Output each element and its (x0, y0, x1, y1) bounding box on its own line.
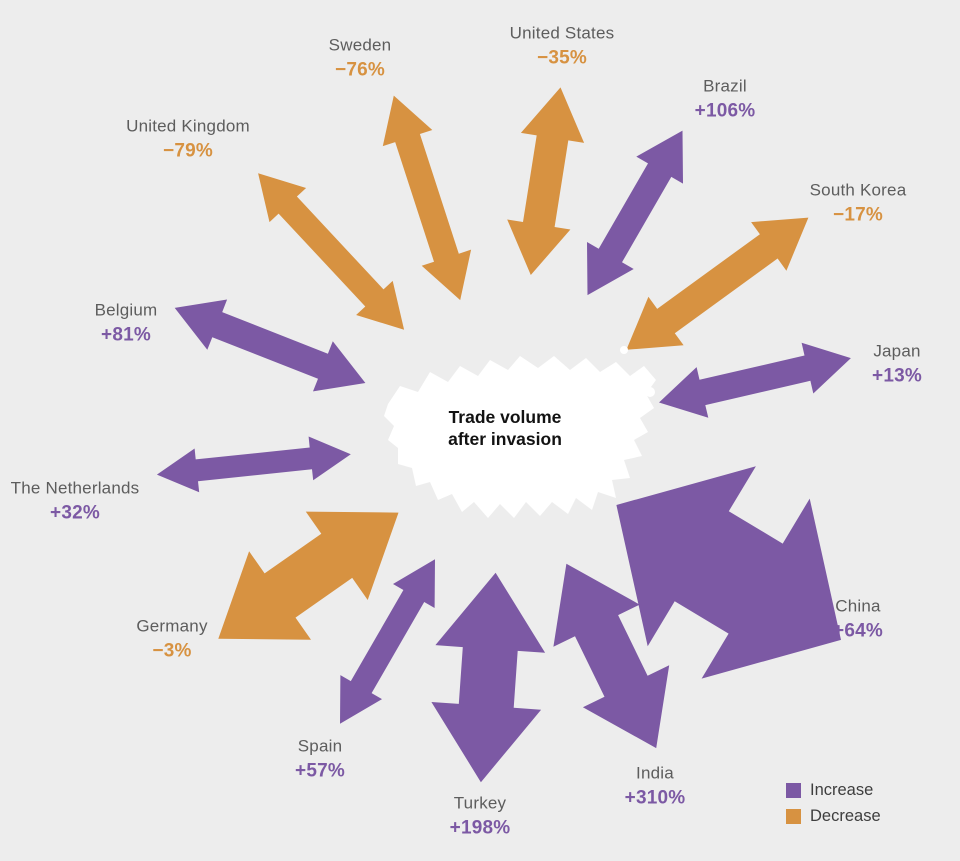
trade-arrow-south-korea (626, 217, 809, 350)
country-change-value: +57% (295, 759, 345, 781)
trade-arrow-japan (659, 342, 851, 418)
island-fragment (620, 346, 628, 354)
country-label-united-kingdom: United Kingdom −79% (126, 116, 250, 161)
legend-increase: Increase (786, 781, 881, 800)
country-label-united-states: United States −35% (510, 23, 615, 68)
country-name: South Korea (809, 180, 907, 200)
center-title: Trade volume after invasion (448, 407, 562, 451)
country-change-value: +310% (624, 786, 686, 808)
country-name: Germany (136, 616, 208, 636)
increase-swatch (786, 783, 801, 798)
country-change-value: −3% (152, 639, 192, 661)
country-label-turkey: Turkey +198% (450, 793, 511, 838)
trade-arrow-germany (218, 511, 399, 640)
decrease-swatch (786, 809, 801, 824)
country-change-value: +198% (449, 816, 511, 838)
legend: Increase Decrease (786, 781, 881, 833)
center-title-line1: Trade volume (448, 407, 562, 428)
trade-arrow-united-states (507, 87, 585, 276)
country-name: India (636, 763, 674, 783)
trade-arrow-brazil (587, 130, 683, 296)
russia-map-shape (384, 356, 656, 518)
trade-arrow-india (553, 563, 670, 749)
country-change-value: +13% (872, 364, 922, 386)
russia-map-silhouette (384, 346, 656, 518)
center-title-line2: after invasion (448, 429, 562, 449)
country-change-value: +81% (101, 323, 151, 345)
country-name: United States (509, 23, 615, 43)
trade-arrow-belgium (174, 299, 366, 392)
legend-increase-label: Increase (810, 781, 874, 799)
country-label-belgium: Belgium +81% (95, 300, 158, 345)
country-change-value: +106% (694, 99, 756, 121)
country-change-value: −17% (833, 203, 883, 225)
country-label-south-korea: South Korea −17% (810, 180, 907, 225)
country-name: Japan (873, 341, 921, 361)
island-fragment (645, 387, 655, 397)
country-change-value: +64% (833, 619, 883, 641)
trade-arrow-spain (340, 559, 435, 724)
country-label-india: India +310% (625, 763, 686, 808)
country-label-germany: Germany −3% (136, 616, 207, 661)
country-name: Belgium (94, 300, 158, 320)
country-name: Brazil (703, 76, 747, 96)
trade-arrow-turkey (431, 572, 546, 783)
country-label-japan: Japan +13% (872, 341, 922, 386)
trade-arrow-china (616, 466, 841, 679)
trade-arrow-the-netherlands (156, 436, 351, 493)
country-name: Sweden (328, 35, 392, 55)
legend-decrease-label: Decrease (810, 807, 881, 825)
country-name: United Kingdom (126, 116, 250, 136)
country-label-sweden: Sweden −76% (329, 35, 392, 80)
country-change-value: −79% (163, 139, 213, 161)
country-label-brazil: Brazil +106% (695, 76, 756, 121)
country-name: China (835, 596, 881, 616)
country-label-the-netherlands: The Netherlands +32% (11, 478, 140, 523)
trade-arrow-united-kingdom (258, 173, 405, 330)
trade-arrows (156, 87, 851, 783)
legend-decrease: Decrease (786, 807, 881, 826)
country-change-value: +32% (50, 501, 100, 523)
country-change-value: −76% (335, 58, 385, 80)
trade-arrow-sweden (382, 95, 472, 301)
country-change-value: −35% (537, 46, 587, 68)
country-name: Turkey (453, 793, 507, 813)
country-label-spain: Spain +57% (295, 736, 345, 781)
country-name: Spain (297, 736, 343, 756)
country-name: The Netherlands (10, 478, 140, 498)
country-label-china: China +64% (833, 596, 883, 641)
